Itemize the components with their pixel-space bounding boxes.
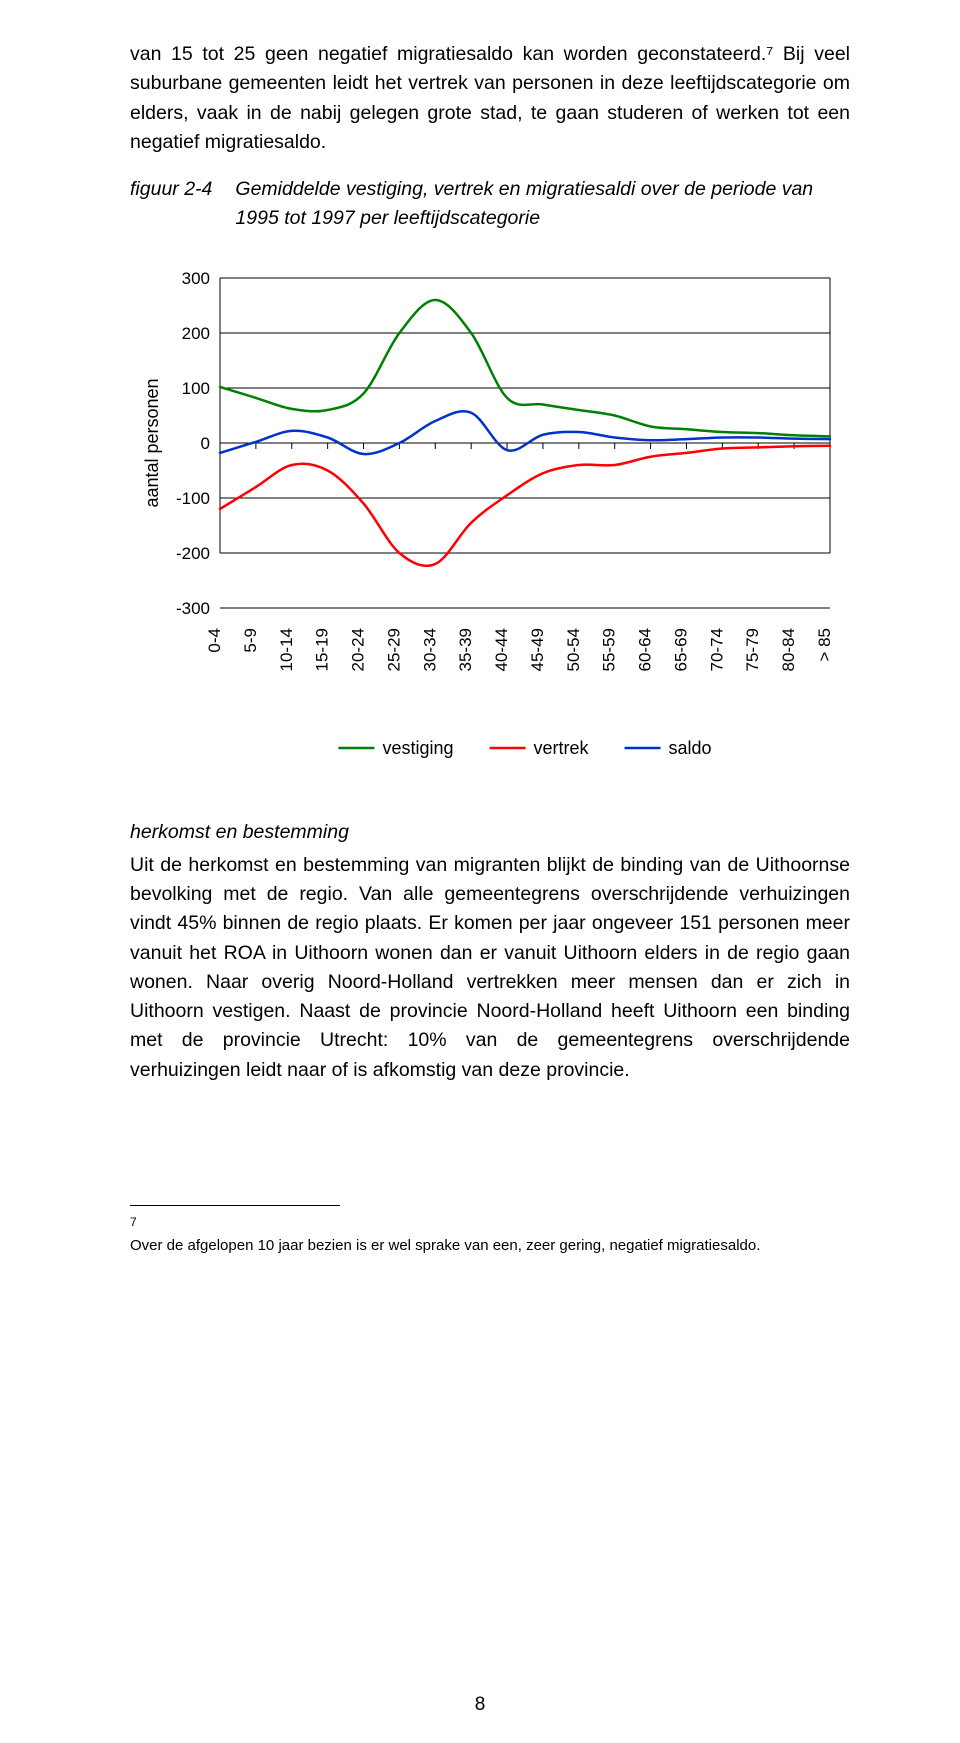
svg-text:0-4: 0-4 [205,628,224,653]
line-chart: -300 -200 -100 0 100 200 300 aantal personen 0-4… [130,258,850,778]
svg-text:20-24: 20-24 [349,628,368,671]
figure-caption: figuur 2-4 Gemiddelde vestiging, vertrek… [130,175,850,234]
paragraph-1: van 15 tot 25 geen negatief migratiesald… [130,40,850,157]
figure-caption-label: figuur 2-4 [130,175,230,204]
svg-text:10-14: 10-14 [277,628,296,671]
svg-text:300: 300 [182,269,210,288]
document-page: van 15 tot 25 geen negatief migratiesald… [0,0,960,1743]
svg-text:65-69: 65-69 [671,628,690,671]
figure-caption-text: Gemiddelde vestiging, vertrek en migrati… [235,175,845,234]
svg-text:200: 200 [182,324,210,343]
svg-text:vestiging: vestiging [382,738,453,758]
svg-text:25-29: 25-29 [384,628,403,671]
section-heading: herkomst en bestemming [130,818,850,847]
svg-text:vertrek: vertrek [534,738,590,758]
svg-text:-300: -300 [176,599,210,618]
footnote-text: Over de afgelopen 10 jaar bezien is er w… [130,1235,820,1256]
svg-text:5-9: 5-9 [241,628,260,653]
svg-text:80-84: 80-84 [779,628,798,671]
svg-text:70-74: 70-74 [707,628,726,671]
svg-text:75-79: 75-79 [743,628,762,671]
svg-text:aantal personen: aantal personen [142,378,162,507]
paragraph-2: Uit de herkomst en bestemming van migran… [130,851,850,1085]
footnote-separator [130,1205,340,1206]
svg-text:40-44: 40-44 [492,628,511,671]
footnote-number: 7 [130,1214,156,1231]
svg-text:-200: -200 [176,544,210,563]
page-number: 8 [0,1691,960,1720]
svg-text:15-19: 15-19 [313,628,332,671]
svg-text:55-59: 55-59 [600,628,619,671]
svg-text:100: 100 [182,379,210,398]
svg-text:-100: -100 [176,489,210,508]
svg-text:30-34: 30-34 [420,628,439,671]
footnote: 7 Over de afgelopen 10 jaar bezien is er… [130,1214,850,1256]
svg-text:0: 0 [201,434,210,453]
svg-text:saldo: saldo [669,738,712,758]
svg-text:> 85: > 85 [815,628,834,662]
svg-text:50-54: 50-54 [564,628,583,671]
svg-text:35-39: 35-39 [456,628,475,671]
chart-svg: -300 -200 -100 0 100 200 300 aantal personen 0-4… [130,258,850,778]
svg-text:45-49: 45-49 [528,628,547,671]
svg-text:60-64: 60-64 [636,628,655,671]
